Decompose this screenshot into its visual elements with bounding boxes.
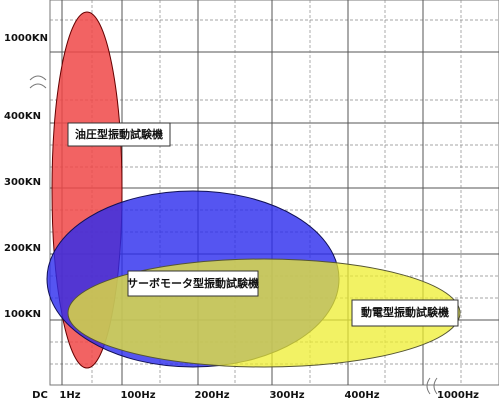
- x-label: DC: [32, 390, 48, 401]
- y-label: 200KN: [4, 243, 41, 254]
- label-box: [127, 270, 259, 297]
- x-label: 1000Hz: [437, 390, 479, 401]
- x-label: 400Hz: [344, 390, 379, 401]
- y-label: 1000KN: [4, 33, 48, 44]
- x-label: 200Hz: [194, 390, 229, 401]
- y-label: 300KN: [4, 177, 41, 188]
- x-label: 100Hz: [120, 390, 155, 401]
- region-label: 油圧型振動試験機: [75, 127, 163, 141]
- x-label: 1Hz: [59, 390, 80, 401]
- region-label: サーボモータ型振動試験機: [127, 276, 259, 290]
- label-box: [351, 299, 459, 327]
- y-label: 400KN: [4, 111, 41, 122]
- y-label: 100KN: [4, 309, 41, 320]
- region-label: 動電型振動試験機: [361, 305, 449, 319]
- x-label: 300Hz: [269, 390, 304, 401]
- label-box: [67, 122, 171, 147]
